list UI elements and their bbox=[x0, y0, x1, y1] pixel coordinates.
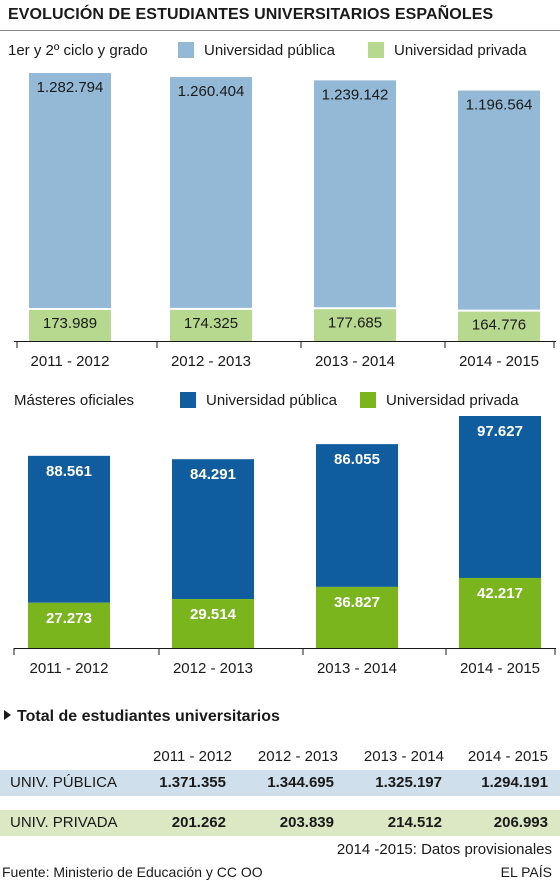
table-header-cell: 2014 - 2015 bbox=[467, 748, 548, 765]
chart-subtitle: 1er y 2º ciclo y grado bbox=[8, 42, 148, 59]
table-header-cell: 2013 - 2014 bbox=[363, 748, 444, 765]
legend-swatch bbox=[178, 42, 194, 58]
publisher-brand: EL PAÍS bbox=[500, 864, 552, 880]
data-label-privada: 42.217 bbox=[477, 585, 523, 602]
legend-label: Universidad pública bbox=[204, 42, 336, 59]
data-label-privada: 29.514 bbox=[190, 606, 237, 623]
x-tick-label: 2011 - 2012 bbox=[30, 660, 109, 677]
x-tick-label: 2011 - 2012 bbox=[31, 353, 110, 370]
legend-label: Universidad privada bbox=[394, 42, 527, 59]
legend-label: Universidad pública bbox=[206, 392, 338, 409]
data-label-publica: 1.196.564 bbox=[466, 97, 533, 114]
data-label-privada: 164.776 bbox=[472, 317, 526, 334]
legend-swatch bbox=[368, 42, 384, 58]
title-divider bbox=[0, 30, 560, 31]
bar-publica bbox=[28, 455, 110, 603]
bar-publica bbox=[29, 73, 111, 309]
data-label-privada: 27.273 bbox=[46, 610, 92, 627]
table-cell: 201.262 bbox=[171, 814, 226, 831]
data-label-privada: 173.989 bbox=[43, 315, 97, 332]
data-label-publica: 84.291 bbox=[190, 466, 236, 483]
legend-swatch bbox=[360, 392, 376, 408]
row-label: UNIV. PÚBLICA bbox=[10, 774, 117, 791]
bar-privada bbox=[314, 308, 396, 341]
x-tick-label: 2013 - 2014 bbox=[317, 660, 397, 677]
provisional-note: 2014 -2015: Datos provisionales bbox=[336, 841, 552, 858]
bar-publica bbox=[172, 459, 254, 600]
bar-privada bbox=[28, 602, 110, 648]
chart-subtitle: Másteres oficiales bbox=[14, 392, 134, 409]
table-cell: 1.344.695 bbox=[267, 774, 334, 791]
table-row-privada: UNIV. PRIVADA 201.262 203.839 214.512 20… bbox=[0, 810, 560, 836]
table-cell: 1.294.191 bbox=[481, 774, 548, 791]
table-cell: 203.839 bbox=[279, 814, 334, 831]
data-label-privada: 177.685 bbox=[328, 314, 382, 331]
table-cell: 206.993 bbox=[493, 814, 548, 831]
data-label-privada: 36.827 bbox=[334, 594, 380, 611]
x-tick-label: 2012 - 2013 bbox=[171, 353, 251, 370]
grado-chart: 1er y 2º ciclo y grado Universidad públic… bbox=[8, 42, 556, 370]
bar-privada bbox=[459, 577, 541, 648]
bar-privada bbox=[29, 308, 111, 341]
x-tick-label: 2013 - 2014 bbox=[315, 353, 395, 370]
bar-privada bbox=[316, 586, 398, 648]
bar-publica bbox=[458, 90, 540, 311]
bar-privada bbox=[172, 599, 254, 648]
x-tick-label: 2014 - 2015 bbox=[460, 660, 540, 677]
table-title-text: Total de estudiantes universitarios bbox=[17, 708, 280, 725]
data-label-publica: 86.055 bbox=[334, 451, 380, 468]
table-title: Total de estudiantes universitarios bbox=[4, 708, 280, 726]
source-credit: Fuente: Ministerio de Educación y CC OO bbox=[2, 864, 263, 880]
table-header-row: 2011 - 2012 2012 - 2013 2013 - 2014 2014… bbox=[0, 748, 560, 770]
data-label-publica: 88.561 bbox=[46, 463, 92, 480]
table-cell: 1.325.197 bbox=[375, 774, 442, 791]
triangle-bullet-icon bbox=[4, 710, 11, 720]
masters-chart: Másteres oficiales Universidad pública Uni… bbox=[13, 392, 556, 677]
data-label-publica: 1.239.142 bbox=[322, 86, 389, 103]
bar-publica bbox=[316, 444, 398, 587]
table-cell: 214.512 bbox=[387, 814, 442, 831]
data-label-privada: 174.325 bbox=[184, 315, 238, 332]
table-cell: 1.371.355 bbox=[159, 774, 226, 791]
data-label-publica: 1.260.404 bbox=[178, 83, 245, 100]
legend-label: Universidad privada bbox=[386, 392, 519, 409]
bar-privada bbox=[170, 308, 252, 341]
table-row-publica: UNIV. PÚBLICA 1.371.355 1.344.695 1.325.… bbox=[0, 770, 560, 796]
bar-privada bbox=[458, 310, 540, 341]
legend-swatch bbox=[180, 392, 196, 408]
data-label-publica: 97.627 bbox=[477, 423, 523, 440]
table-header-cell: 2012 - 2013 bbox=[257, 748, 338, 765]
infographic-title: EVOLUCIÓN DE ESTUDIANTES UNIVERSITARIOS … bbox=[8, 6, 494, 23]
x-tick-label: 2012 - 2013 bbox=[173, 660, 253, 677]
row-label: UNIV. PRIVADA bbox=[10, 814, 118, 831]
data-label-publica: 1.282.794 bbox=[37, 79, 104, 96]
bar-publica bbox=[170, 77, 252, 309]
bar-publica bbox=[459, 416, 541, 578]
table-header-cell: 2011 - 2012 bbox=[153, 748, 232, 765]
bar-publica bbox=[314, 80, 396, 309]
x-tick-label: 2014 - 2015 bbox=[459, 353, 539, 370]
